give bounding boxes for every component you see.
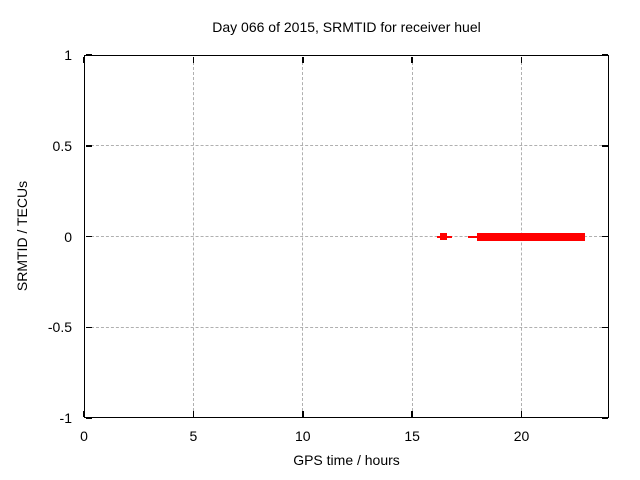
x-tick-mark xyxy=(520,410,523,417)
chart-title: Day 066 of 2015, SRMTID for receiver hue… xyxy=(212,19,481,35)
x-tick-mark-top xyxy=(83,56,85,63)
x-tick-mark xyxy=(302,410,304,417)
x-tick-label: 10 xyxy=(294,428,311,444)
data-line-segment xyxy=(468,235,478,238)
y-tick-label: 0 xyxy=(64,228,72,245)
plot-area xyxy=(84,55,609,418)
y-gridline xyxy=(86,326,607,328)
y-tick-label: 0.5 xyxy=(52,137,72,154)
x-tick-mark-top xyxy=(520,56,523,63)
y-tick-mark-right xyxy=(601,54,608,56)
x-tick-mark-top xyxy=(302,56,304,63)
y-tick-label: -0.5 xyxy=(47,319,72,336)
x-tick-label: 0 xyxy=(80,428,88,444)
data-band xyxy=(477,232,585,241)
x-tick-label: 20 xyxy=(513,428,530,444)
y-tick-mark xyxy=(85,235,92,238)
y-tick-mark xyxy=(85,326,92,328)
y-tick-mark-right xyxy=(601,145,608,147)
y-tick-mark-right xyxy=(601,235,608,238)
y-tick-mark xyxy=(85,417,92,419)
x-tick-mark xyxy=(411,410,413,417)
data-point xyxy=(439,233,447,240)
y-tick-label: -1 xyxy=(59,410,72,426)
y-tick-mark xyxy=(85,54,92,56)
x-tick-mark xyxy=(192,410,195,417)
x-tick-mark-top xyxy=(411,56,413,63)
y-tick-mark xyxy=(85,145,92,147)
y-gridline xyxy=(86,236,607,237)
y-gridline xyxy=(86,145,607,147)
x-tick-mark xyxy=(83,410,85,417)
x-tick-mark-top xyxy=(192,56,195,63)
y-tick-mark-right xyxy=(601,326,608,328)
y-tick-label: 1 xyxy=(64,47,72,63)
x-tick-label: 5 xyxy=(189,428,198,444)
x-tick-label: 15 xyxy=(404,428,420,444)
x-axis-label: GPS time / hours xyxy=(293,452,400,468)
y-tick-mark-right xyxy=(601,417,608,419)
